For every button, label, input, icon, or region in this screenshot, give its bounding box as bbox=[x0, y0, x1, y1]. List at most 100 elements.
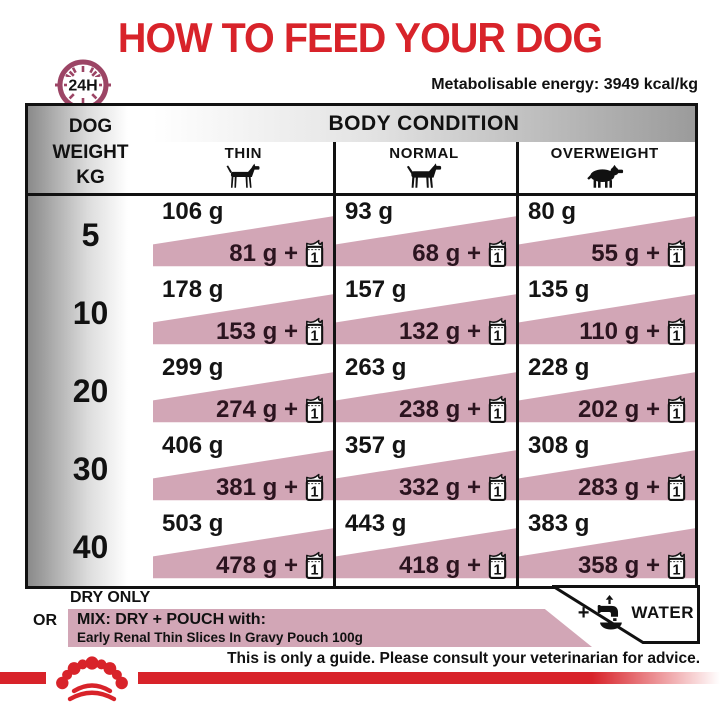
pink-wedge bbox=[153, 216, 333, 267]
weight-column-header: DOG WEIGHT KG bbox=[28, 114, 153, 191]
dog-weight-value: 20 bbox=[72, 372, 109, 409]
pink-wedge bbox=[153, 294, 333, 345]
feeding-cell: 263 g 238 g + bbox=[336, 352, 516, 430]
dry-amount: 263 g bbox=[345, 354, 407, 381]
weight-header-line: KG bbox=[76, 167, 105, 189]
pouch-icon bbox=[665, 551, 688, 580]
dry-only-label: DRY ONLY bbox=[70, 589, 151, 606]
mix-amount-text: 418 g + bbox=[398, 551, 481, 579]
dog-weight-value: 10 bbox=[72, 294, 109, 331]
feeding-cell: 357 g 332 g + bbox=[336, 430, 516, 508]
pink-wedge bbox=[519, 294, 695, 345]
mix-amount: 358 g + bbox=[578, 551, 688, 580]
mix-amount: 110 g + bbox=[579, 317, 688, 346]
pouch-icon bbox=[303, 473, 326, 502]
header-divider bbox=[28, 193, 695, 196]
pouch-icon bbox=[665, 395, 688, 424]
mix-title: MIX: DRY + POUCH with: bbox=[77, 611, 266, 628]
feeding-cell: 80 g 55 g + bbox=[519, 196, 695, 274]
page-title: HOW TO FEED YOUR DOG bbox=[117, 14, 603, 61]
mix-amount-text: 238 g + bbox=[398, 395, 481, 423]
metabolisable-energy-note: Metabolisable energy: 3949 kcal/kg bbox=[431, 76, 698, 93]
dry-amount: 308 g bbox=[528, 432, 590, 459]
pouch-icon bbox=[303, 395, 326, 424]
column-divider bbox=[516, 142, 519, 586]
feeding-cell: 228 g 202 g + bbox=[519, 352, 695, 430]
thin-dog-icon bbox=[222, 163, 264, 189]
feeding-cell: 406 g 381 g + bbox=[153, 430, 333, 508]
pouch-icon bbox=[303, 551, 326, 580]
column-label: OVERWEIGHT bbox=[550, 145, 659, 162]
mix-amount: 55 g + bbox=[591, 239, 688, 268]
dog-weight-value: 5 bbox=[81, 216, 100, 253]
feeding-cell: 383 g 358 g + bbox=[519, 508, 695, 586]
dry-amount: 443 g bbox=[345, 510, 407, 537]
table-row: 10 178 g 153 g + 157 g 132 g + 135 g 110 g + bbox=[28, 274, 695, 352]
dry-amount: 106 g bbox=[162, 198, 224, 225]
dry-amount: 383 g bbox=[528, 510, 590, 537]
dry-amount: 157 g bbox=[345, 276, 407, 303]
pink-wedge bbox=[153, 528, 333, 579]
24h-clock-icon: 24H bbox=[55, 59, 111, 111]
dry-amount: 503 g bbox=[162, 510, 224, 537]
dry-amount: 357 g bbox=[345, 432, 407, 459]
mix-amount-text: 358 g + bbox=[577, 551, 660, 579]
pouch-icon bbox=[486, 239, 509, 268]
mix-amount: 153 g + bbox=[216, 317, 326, 346]
mix-amount: 81 g + bbox=[229, 239, 326, 268]
water-content: + WATER bbox=[578, 594, 694, 632]
mix-amount-text: 110 g + bbox=[579, 317, 660, 345]
pouch-icon bbox=[486, 551, 509, 580]
dry-amount: 135 g bbox=[528, 276, 590, 303]
mix-amount-text: 478 g + bbox=[215, 551, 298, 579]
mix-amount: 418 g + bbox=[399, 551, 509, 580]
feeding-cell: 308 g 283 g + bbox=[519, 430, 695, 508]
footer-bar-right bbox=[138, 672, 720, 684]
pink-wedge bbox=[336, 372, 516, 423]
body-condition-header: BODY CONDITION bbox=[153, 106, 695, 142]
pink-wedge bbox=[336, 294, 516, 345]
table-row: 40 503 g 478 g + 443 g 418 g + 383 g 358 g + bbox=[28, 508, 695, 586]
water-callout: + WATER bbox=[552, 585, 700, 644]
pouch-icon bbox=[486, 473, 509, 502]
table-row: 5 106 g 81 g + 93 g 68 g + 80 g 55 g + bbox=[28, 196, 695, 274]
water-faucet-icon bbox=[593, 594, 627, 632]
dog-weight-value: 30 bbox=[72, 450, 109, 487]
water-label: WATER bbox=[631, 603, 694, 622]
feeding-cell: 106 g 81 g + bbox=[153, 196, 333, 274]
mix-band bbox=[68, 609, 592, 647]
feeding-cell: 443 g 418 g + bbox=[336, 508, 516, 586]
dry-amount: 93 g bbox=[345, 198, 394, 225]
mix-amount: 478 g + bbox=[216, 551, 326, 580]
mix-amount-text: 202 g + bbox=[577, 395, 660, 423]
condition-subheader: THIN NORMAL OVERWEIGHT bbox=[153, 142, 695, 193]
table-row: 20 299 g 274 g + 263 g 238 g + 228 g 202 g + bbox=[28, 352, 695, 430]
mix-amount-text: 68 g + bbox=[412, 239, 481, 267]
column-label: NORMAL bbox=[389, 145, 459, 162]
column-label: THIN bbox=[224, 145, 263, 162]
mix-amount-text: 81 g + bbox=[229, 239, 298, 267]
mix-amount-text: 132 g + bbox=[398, 317, 481, 345]
overweight-dog-icon bbox=[584, 163, 626, 189]
mix-amount-text: 274 g + bbox=[215, 395, 298, 423]
mix-amount-text: 55 g + bbox=[591, 239, 660, 267]
feeding-cell: 299 g 274 g + bbox=[153, 352, 333, 430]
mix-amount-text: 381 g + bbox=[215, 473, 298, 501]
pouch-icon bbox=[303, 317, 326, 346]
pouch-icon bbox=[303, 239, 326, 268]
pink-wedge bbox=[519, 216, 695, 267]
feeding-cell: 178 g 153 g + bbox=[153, 274, 333, 352]
mix-amount: 202 g + bbox=[578, 395, 688, 424]
column-header-normal: NORMAL bbox=[334, 142, 515, 193]
weight-header-line: DOG bbox=[68, 116, 113, 137]
mix-amount: 381 g + bbox=[216, 473, 326, 502]
feeding-table: DOG WEIGHT KG BODY CONDITION THIN NORMAL… bbox=[25, 103, 698, 589]
feeding-cell: 135 g 110 g + bbox=[519, 274, 695, 352]
mix-amount: 274 g + bbox=[216, 395, 326, 424]
dry-amount: 228 g bbox=[528, 354, 590, 381]
column-header-thin: THIN bbox=[153, 142, 334, 193]
pink-wedge bbox=[336, 216, 516, 267]
water-plus-sign: + bbox=[577, 601, 590, 624]
